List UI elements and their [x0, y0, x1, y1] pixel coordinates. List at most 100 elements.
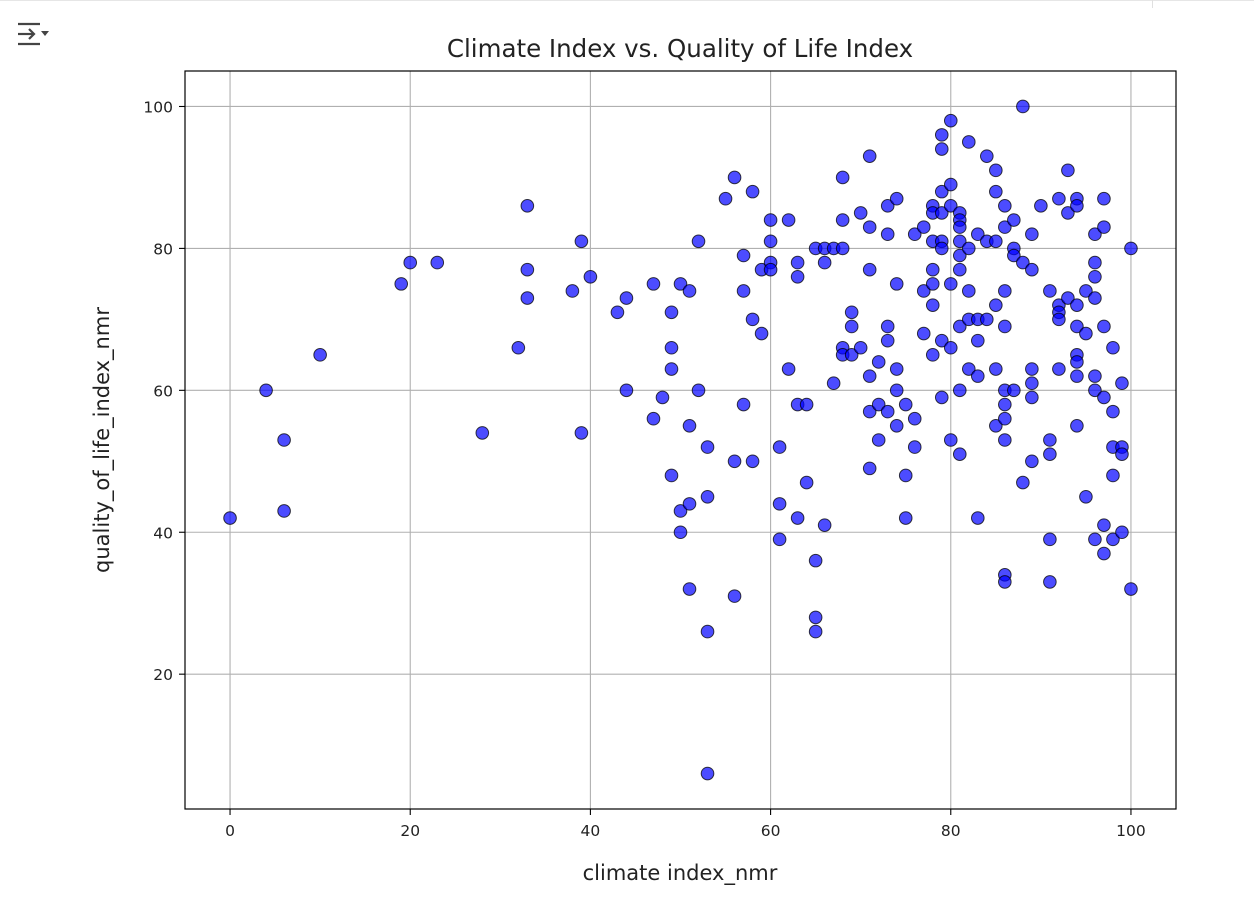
scatter-point [754, 326, 769, 341]
scatter-point [817, 255, 832, 270]
scatter-point [971, 511, 985, 525]
scatter-point [817, 518, 832, 532]
scatter-point [565, 284, 580, 298]
scatter-point [772, 440, 787, 454]
scatter-point [862, 262, 877, 277]
scatter-point [952, 220, 967, 234]
scatter-point [1088, 255, 1102, 270]
x-tick-label: 0 [225, 822, 235, 840]
scatter-point [511, 340, 526, 355]
scatter-point [682, 582, 697, 596]
scatter-point [925, 348, 940, 362]
scatter-point [952, 234, 967, 249]
output-toggle-button[interactable] [14, 18, 50, 50]
output-toggle-icon [18, 22, 49, 46]
scatter-point [313, 348, 327, 362]
scatter-point [871, 433, 886, 447]
scatter-point [934, 128, 949, 142]
scatter-point [1106, 404, 1120, 419]
scatter-point [907, 411, 922, 426]
scatter-point [871, 355, 886, 369]
x-tick-label: 40 [581, 822, 601, 840]
scatter-point [880, 199, 895, 213]
scatter-point [889, 277, 904, 291]
scatter-point [880, 404, 895, 419]
scatter-point [952, 447, 967, 461]
y-tick-label: 20 [153, 666, 173, 684]
scatter-point [907, 440, 922, 454]
scatter-point [844, 348, 859, 362]
scatter-point [1106, 468, 1120, 483]
scatter-point [989, 184, 1003, 199]
scatter-point [889, 383, 904, 398]
scatter-point [1052, 362, 1066, 376]
scatter-point [1088, 383, 1102, 398]
scatter-point [1124, 241, 1138, 256]
scatter-point [1016, 99, 1030, 114]
scatter-point [745, 312, 760, 327]
scatter-point [223, 511, 237, 525]
scatter-point [673, 277, 688, 291]
scatter-point [1016, 255, 1030, 270]
scatter-point [880, 227, 895, 242]
scatter-point [1052, 312, 1066, 327]
scatter-point [619, 383, 634, 398]
scatter-point [862, 461, 877, 476]
scatter-point [998, 199, 1012, 213]
scatter-point [952, 248, 967, 263]
scatter-point [664, 340, 679, 355]
scatter-point [691, 234, 706, 249]
scatter-point [1097, 390, 1111, 405]
scatter-point [682, 284, 697, 298]
scatter-point [1097, 546, 1111, 561]
scatter-point [700, 489, 715, 504]
scatter-point [934, 206, 949, 220]
scatter-point [898, 468, 913, 483]
scatter-point [763, 262, 778, 277]
scatter-point [1115, 376, 1129, 391]
scatter-point [907, 227, 922, 242]
x-tick-label: 100 [1116, 822, 1146, 840]
scatter-point [862, 369, 877, 383]
y-tick-label: 80 [153, 240, 173, 258]
scatter-point [430, 255, 445, 270]
scatter-point [1061, 206, 1075, 220]
scatter-point [520, 291, 535, 305]
scatter-point [790, 511, 805, 525]
scatter-point [727, 454, 742, 469]
scatter-point [934, 390, 949, 405]
plot-area-frame [184, 70, 1177, 810]
scatter-point [1097, 191, 1111, 206]
scatter-point [961, 362, 976, 376]
scatter-point [980, 149, 994, 163]
scatter-point [646, 411, 661, 426]
scatter-point [772, 532, 787, 547]
cell-divider [1152, 0, 1153, 8]
scatter-point [520, 262, 535, 277]
scatter-point [961, 284, 976, 298]
scatter-point [1097, 220, 1111, 234]
scatter-point [835, 241, 850, 256]
scatter-point [916, 284, 931, 298]
scatter-point [1124, 582, 1138, 596]
scatter-point [835, 213, 850, 227]
y-tick-label: 100 [143, 98, 173, 116]
scatter-point [403, 255, 418, 270]
scatter-point [1088, 369, 1102, 383]
scatter-point [1097, 518, 1111, 532]
scatter-point [998, 284, 1012, 298]
scatter-point [1106, 532, 1120, 547]
scatter-point [664, 305, 679, 320]
scatter-point [664, 468, 679, 483]
scatter-point [889, 419, 904, 433]
scatter-point [971, 333, 985, 348]
scatter-point [1043, 433, 1057, 447]
chart-title: Climate Index vs. Quality of Life Index [447, 34, 913, 63]
scatter-point [889, 362, 904, 376]
scatter-point [998, 220, 1012, 234]
scatter-point [682, 419, 697, 433]
axis-ticks: 0 20 40 60 80 100 20 40 60 80 100 [143, 98, 1145, 840]
scatter-point [1079, 326, 1093, 341]
scatter-point [691, 383, 706, 398]
